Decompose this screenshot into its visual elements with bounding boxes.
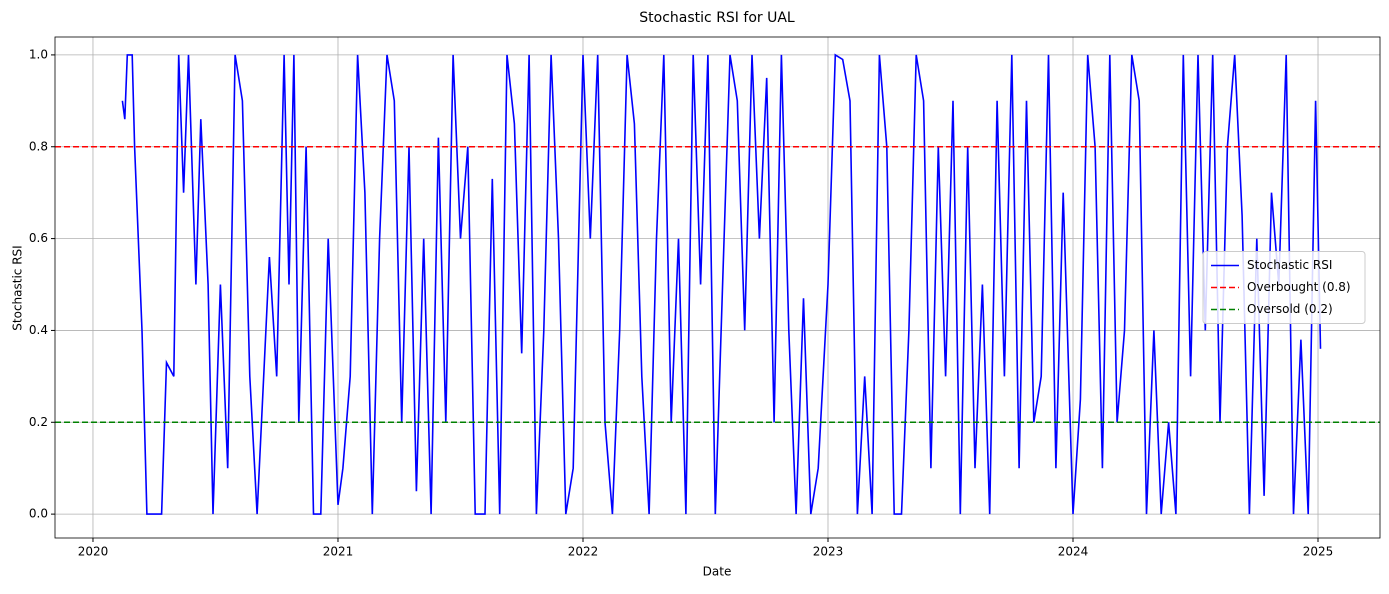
data-line (121, 53, 1322, 515)
legend-label: Overbought (0.8) (1247, 280, 1351, 294)
y-tick-label: 0.2 (29, 415, 48, 429)
y-tick-label: 0.4 (29, 323, 48, 337)
y-tick-label: 0.0 (29, 507, 48, 521)
y-tick-label: 1.0 (29, 47, 48, 61)
legend-label: Stochastic RSI (1247, 258, 1332, 272)
y-tick-label: 0.6 (29, 231, 48, 245)
x-tick-label: 2024 (1058, 545, 1089, 559)
x-tick-label: 2020 (78, 545, 109, 559)
x-tick-label: 2023 (813, 545, 844, 559)
legend-box (1202, 251, 1366, 324)
x-tick-label: 2021 (323, 545, 354, 559)
x-tick-label: 2025 (1303, 545, 1334, 559)
x-axis-label: Date (703, 565, 732, 579)
y-tick-label: 0.8 (29, 139, 48, 153)
y-axis-label: Stochastic RSI (11, 245, 25, 330)
plot-frame (54, 36, 1381, 539)
legend-label: Oversold (0.2) (1247, 302, 1333, 316)
chart-title: Stochastic RSI for UAL (639, 10, 795, 26)
x-tick-label: 2022 (568, 545, 599, 559)
